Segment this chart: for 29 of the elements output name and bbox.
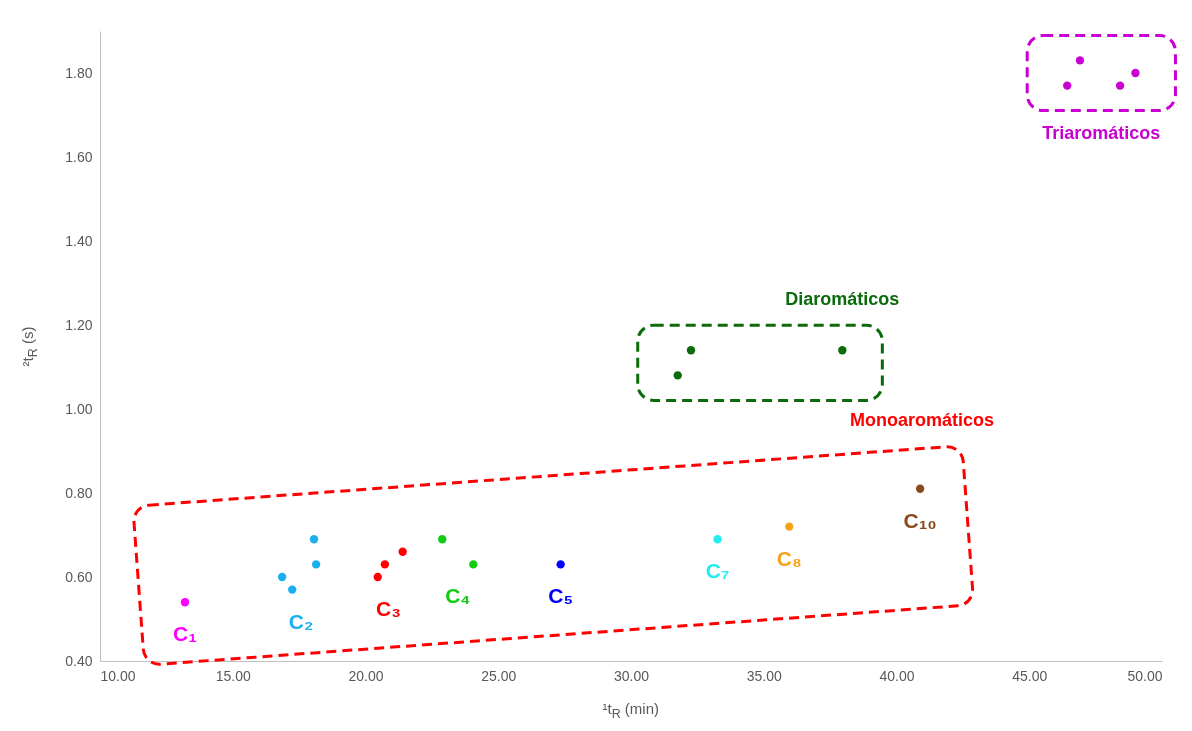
annotation: Triaromáticos (1042, 122, 1161, 143)
x-tick-label: 40.00 (879, 667, 915, 684)
x-tick-label: 50.00 (1127, 667, 1163, 684)
series-label: C₈ (776, 546, 802, 570)
x-tick-label: 10.00 (100, 667, 136, 684)
x-tick-label: 30.00 (613, 667, 650, 684)
series-label: C₃ (375, 597, 401, 620)
y-tick-label: 0.80 (65, 484, 93, 501)
x-tick-label: 45.00 (1012, 667, 1048, 684)
y-tick-label: 1.20 (65, 316, 93, 333)
series-label: C₅ (548, 584, 574, 608)
x-axis-title: ¹t$_{R}$ (min) (602, 700, 660, 721)
y-tick-label: 1.80 (65, 64, 93, 81)
x-tick-label: 35.00 (746, 667, 782, 684)
series-label: C₁₀ (903, 508, 937, 532)
y-tick-label: 1.40 (65, 232, 93, 249)
series-label: C₂ (288, 609, 314, 633)
series-label: C₄ (445, 584, 471, 608)
y-tick-label: 0.60 (65, 568, 93, 585)
y-tick-label: 0.40 (65, 652, 93, 669)
x-tick-label: 20.00 (348, 667, 384, 684)
series-label: C₇ (705, 559, 730, 583)
series-label: C₁ (173, 622, 197, 646)
y-tick-label: 1.60 (65, 148, 93, 165)
annotation: Monoaromáticos (850, 409, 995, 430)
annotation: Diaromáticos (785, 289, 900, 310)
y-tick-label: 1.00 (65, 400, 93, 417)
x-tick-label: 15.00 (215, 667, 251, 684)
x-tick-label: 25.00 (481, 667, 517, 684)
